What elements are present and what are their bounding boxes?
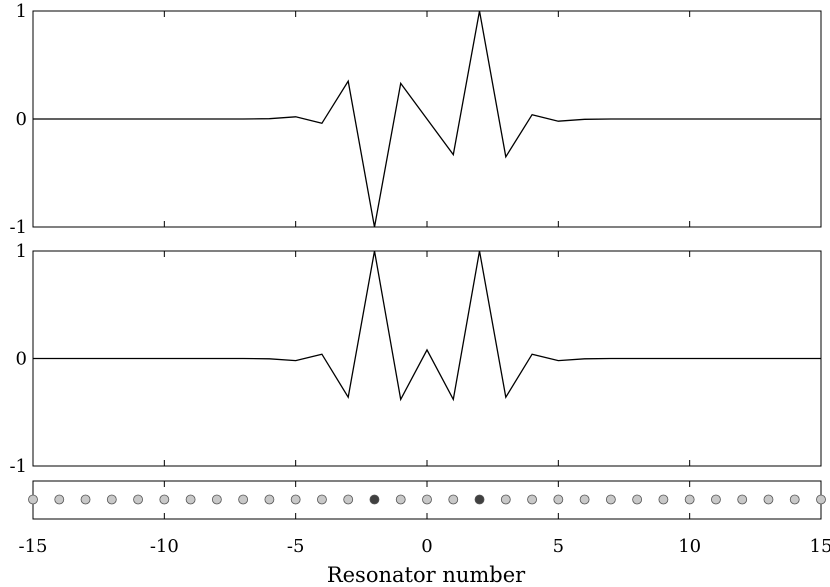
top-y-tick-label: 0 <box>16 109 27 130</box>
resonator-point <box>133 494 143 505</box>
resonator-point <box>737 494 748 505</box>
resonator-point <box>80 494 91 505</box>
middle-y-tick-label: -1 <box>9 456 27 477</box>
x-axis-label: Resonator number <box>327 563 526 587</box>
resonator-point <box>395 494 406 505</box>
x-tick-label: 0 <box>421 536 432 557</box>
resonator-point <box>211 494 222 505</box>
resonator-point-highlighted <box>474 494 485 505</box>
top-y-tick-label: -1 <box>9 217 27 238</box>
resonator-point <box>28 494 38 505</box>
resonator-point <box>658 494 669 505</box>
resonator-point <box>185 494 196 505</box>
resonator-point <box>579 494 590 505</box>
resonator-point <box>264 494 275 505</box>
resonator-point <box>632 494 643 505</box>
resonator-point-highlighted <box>369 494 380 505</box>
resonator-point <box>106 494 117 505</box>
resonator-strip-panel: -15 -10 -5 0 5 10 15 <box>19 480 830 557</box>
top-series-line <box>33 10 821 228</box>
resonator-point <box>54 494 65 505</box>
resonator-point <box>816 494 826 505</box>
top-y-tick-label: 1 <box>16 1 27 22</box>
resonator-point <box>527 494 537 505</box>
x-tick-label: -5 <box>287 536 305 557</box>
resonator-point <box>317 494 327 505</box>
resonator-point <box>290 494 301 505</box>
resonator-point <box>448 494 459 505</box>
resonator-point <box>343 494 354 505</box>
x-tick-label: 5 <box>553 536 564 557</box>
resonator-point <box>711 494 721 505</box>
middle-series-line <box>33 250 821 402</box>
resonator-point <box>500 494 511 505</box>
resonator-point <box>159 494 170 505</box>
resonator-point <box>684 494 695 505</box>
resonator-point <box>422 494 432 505</box>
x-tick-label: -10 <box>150 536 179 557</box>
resonator-point <box>763 494 774 505</box>
x-tick-label: 15 <box>810 536 830 557</box>
x-tick-label: 10 <box>678 536 701 557</box>
x-tick-label: -15 <box>19 536 48 557</box>
middle-panel: -1 0 1 <box>9 241 822 477</box>
middle-y-tick-label: 0 <box>16 349 27 370</box>
resonator-point <box>238 494 249 505</box>
resonator-point <box>789 494 800 505</box>
resonator-point <box>553 494 564 505</box>
middle-y-tick-label: 1 <box>16 241 27 262</box>
resonator-point <box>605 494 616 505</box>
top-panel: -1 0 1 <box>9 1 822 238</box>
